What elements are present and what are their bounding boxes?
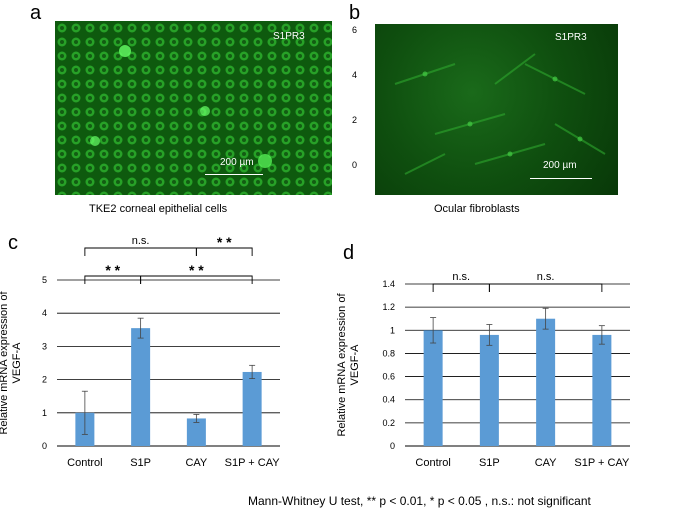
micrograph-corneal-epithelial: S1PR3 200 µm	[55, 21, 332, 195]
chart-d-significance-label: n.s.	[537, 271, 555, 283]
chart-d-significance-label: n.s.	[452, 271, 470, 283]
chart-d-ytick-label: 0.2	[382, 418, 395, 428]
chart-d-ytick-label: 1.4	[382, 279, 395, 289]
chart-c-ytick-label: 1	[42, 408, 47, 418]
chart-d-svg: 0 0.2 0.4 0.6 0.8 1 1.2 1.4 Control S1P CAY S1P + C…	[336, 271, 630, 469]
marker-label-b: S1PR3	[555, 32, 587, 43]
chart-d-bar	[536, 318, 556, 446]
chart-d-ytick-label: 0.8	[382, 348, 395, 358]
footnote: Mann-Whitney U test, ** p < 0.01, * p < …	[248, 494, 591, 508]
chart-d-ytick-label: 1.2	[382, 302, 395, 312]
chart-c-svg: 0 1 2 3 4 5 Control S1P CAY S1P + CAY Relative mRN…	[0, 234, 281, 469]
chart-c-ytick-label: 4	[42, 308, 47, 318]
scale-bar-label-a: 200 µm	[220, 157, 254, 168]
caption-a: TKE2 corneal epithelial cells	[89, 203, 228, 215]
cell-pattern-a	[55, 21, 332, 195]
chart-d-ytick-label: 0.6	[382, 372, 395, 382]
chart-c-ytick-label: 0	[42, 441, 47, 451]
chart-d-ylabel-line1: Relative mRNA expression of	[336, 293, 348, 437]
chart-c-bar	[186, 418, 206, 446]
chart-c-bar	[242, 371, 262, 446]
chart-c-xtick-label: S1P + CAY	[225, 457, 281, 469]
panel-letter-b: b	[349, 2, 361, 24]
panel-letter-c: c	[8, 232, 18, 254]
chart-d-ytick-label: 0.4	[382, 395, 395, 405]
scale-bar-a	[205, 174, 263, 175]
chart-d-xtick-label: S1P	[479, 457, 500, 469]
chart-c-xtick-label: S1P	[130, 457, 151, 469]
scale-bar-b	[530, 178, 592, 179]
chart-c-ytick-label: 5	[42, 275, 47, 285]
chart-c-significance-label: * *	[217, 234, 232, 250]
chart-c-significance-label: * *	[189, 262, 204, 278]
chart-c-significance-label: * *	[105, 262, 120, 278]
micrograph-ocular-fibroblasts: S1PR3 200 µm	[375, 24, 618, 195]
stray-tick-2: 2	[352, 115, 358, 125]
chart-d-bar	[423, 330, 443, 446]
chart-d-xtick-label: CAY	[535, 457, 557, 469]
chart-c-ytick-label: 3	[42, 341, 47, 351]
chart-c-ylabel-line2: VEGF-A	[11, 342, 23, 384]
panel-letter-a: a	[30, 2, 42, 24]
chart-c-significance-label: n.s.	[132, 235, 150, 247]
chart-d-ylabel-line2: VEGF-A	[349, 344, 361, 386]
panel-letter-d: d	[343, 242, 355, 264]
chart-c-significance-bracket	[140, 275, 253, 284]
fibroblast-pattern-b	[394, 53, 606, 175]
chart-c-bar	[131, 328, 151, 446]
caption-b: Ocular fibroblasts	[434, 203, 520, 215]
chart-d-bar	[592, 334, 612, 446]
chart-d-xtick-label: S1P + CAY	[574, 457, 630, 469]
chart-c-xtick-label: CAY	[185, 457, 207, 469]
stray-tick-6: 6	[352, 25, 358, 35]
chart-d-ytick-label: 0	[390, 441, 395, 451]
scale-bar-label-b: 200 µm	[543, 160, 577, 171]
stray-tick-4: 4	[352, 70, 358, 80]
chart-c-xtick-label: Control	[67, 457, 102, 469]
chart-d-significance-bracket	[488, 283, 603, 292]
chart-d-xtick-label: Control	[415, 457, 450, 469]
marker-label-a: S1PR3	[273, 31, 305, 42]
chart-d-ytick-label: 1	[390, 325, 395, 335]
chart-c-significance-bracket	[195, 247, 253, 256]
chart-d-bar	[479, 334, 499, 446]
chart-c-ylabel-line1: Relative mRNA expression of	[0, 291, 10, 435]
chart-d-significance-bracket	[432, 283, 490, 292]
chart-c-ytick-label: 2	[42, 375, 47, 385]
stray-tick-0: 0	[352, 160, 358, 170]
